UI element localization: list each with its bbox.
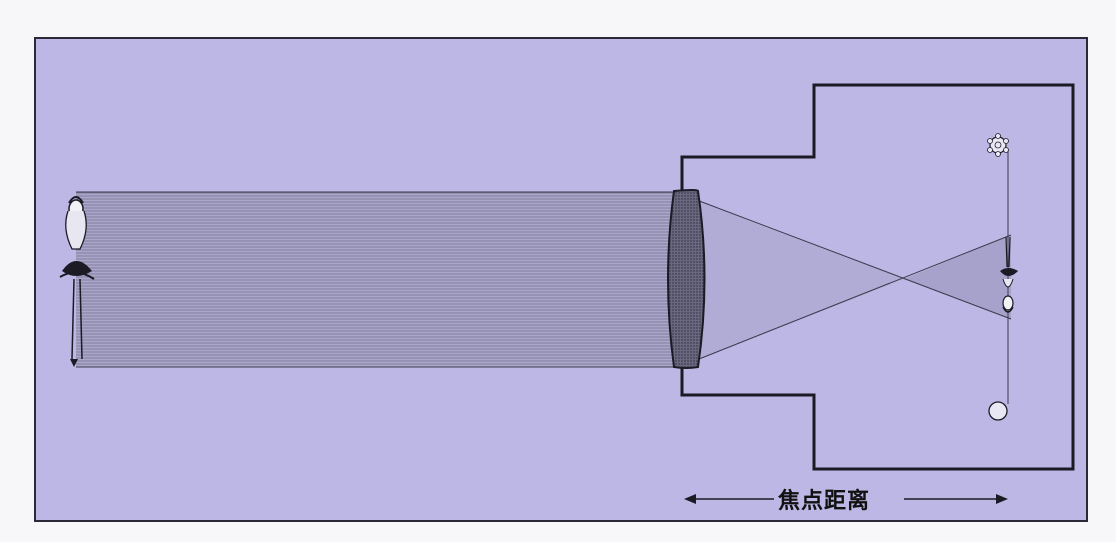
ray-top <box>693 198 1012 320</box>
camera-optics-diagram <box>59 83 1075 504</box>
incoming-light-beam <box>76 192 676 367</box>
ballerina-icon <box>59 196 95 367</box>
converging-light-cone <box>694 199 904 361</box>
inverted-ballerina-icon <box>1000 236 1018 313</box>
camera-body-outline <box>680 83 1075 471</box>
focal-distance-label: 焦点距离 <box>778 489 871 514</box>
focal-distance-right-arrow <box>904 494 1008 504</box>
circle-icon <box>988 401 1008 421</box>
diagram-panel: 焦点距离 <box>34 37 1088 522</box>
convex-lens-icon <box>667 189 706 369</box>
focal-distance-left-arrow <box>684 494 774 504</box>
diverging-light-cone <box>904 235 1011 319</box>
ray-bottom <box>693 234 1012 362</box>
flower-icon <box>987 133 1009 157</box>
